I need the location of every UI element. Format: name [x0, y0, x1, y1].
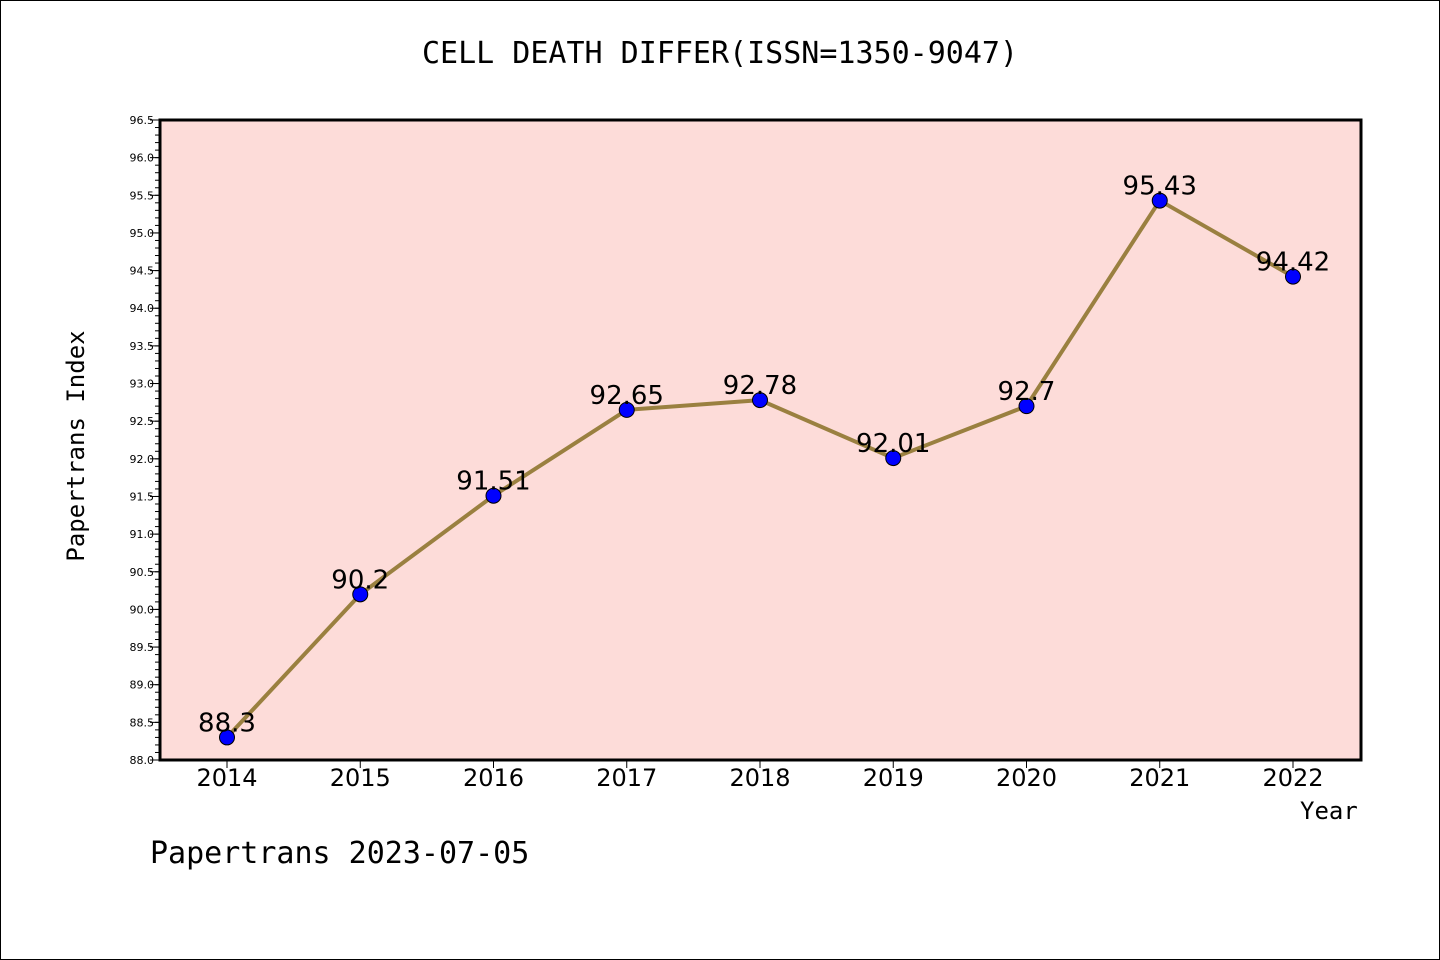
data-point — [618, 401, 635, 418]
x-tick-label: 2016 — [463, 764, 524, 792]
y-tick-label: 96.0 — [130, 152, 155, 165]
y-tick-label: 89.5 — [130, 641, 155, 654]
y-tick-label: 89.0 — [130, 679, 155, 692]
data-point — [219, 729, 235, 746]
y-tick-label: 93.0 — [130, 378, 155, 391]
x-axis-label: Year — [1300, 797, 1358, 825]
data-label: 91.51 — [456, 467, 530, 497]
plot-border — [158, 118, 1363, 762]
y-tick-label: 91.5 — [130, 490, 155, 503]
data-label: 90.2 — [331, 565, 389, 595]
y-tick-label: 94.0 — [130, 302, 155, 315]
x-tick-label: 2019 — [863, 764, 924, 792]
data-point — [352, 586, 369, 603]
data-point — [752, 392, 768, 409]
data-point — [1018, 398, 1035, 415]
y-tick-label: 96.5 — [130, 114, 155, 127]
data-label: 92.78 — [723, 371, 797, 401]
y-tick-label: 95.5 — [130, 189, 155, 202]
data-label: 88.3 — [198, 708, 256, 738]
x-tick-label: 2021 — [1129, 764, 1190, 792]
data-point — [1151, 192, 1168, 209]
y-tick-label: 90.0 — [130, 603, 155, 616]
x-tick-label: 2018 — [729, 764, 790, 792]
y-tick-label: 94.5 — [130, 265, 155, 278]
data-label: 92.7 — [998, 377, 1056, 407]
y-tick-label: 91.0 — [130, 528, 155, 541]
x-tick-label: 2017 — [596, 764, 657, 792]
data-point — [885, 450, 902, 467]
data-label: 94.42 — [1256, 248, 1330, 278]
y-tick-label: 95.0 — [130, 227, 155, 240]
plot-area — [160, 120, 1361, 760]
y-tick-label: 88.0 — [130, 754, 155, 767]
x-tick-label: 2020 — [996, 764, 1057, 792]
data-point — [1285, 268, 1301, 285]
y-tick-label: 93.5 — [130, 340, 155, 353]
y-tick-label: 88.5 — [130, 716, 155, 729]
x-tick-label: 2014 — [196, 764, 257, 792]
data-label: 92.01 — [856, 429, 930, 459]
chart-title: CELL DEATH DIFFER(ISSN=1350-9047) — [421, 36, 1019, 71]
data-point — [485, 487, 502, 504]
footer-stamp: Papertrans 2023-07-05 — [150, 836, 530, 871]
y-tick-label: 90.5 — [130, 566, 155, 579]
data-label: 95.43 — [1123, 172, 1197, 202]
x-tick-label: 2022 — [1262, 764, 1323, 792]
y-tick-label: 92.0 — [130, 453, 155, 466]
x-tick-label: 2015 — [330, 764, 391, 792]
y-tick-label: 92.5 — [130, 415, 155, 428]
data-label: 92.65 — [590, 381, 664, 411]
